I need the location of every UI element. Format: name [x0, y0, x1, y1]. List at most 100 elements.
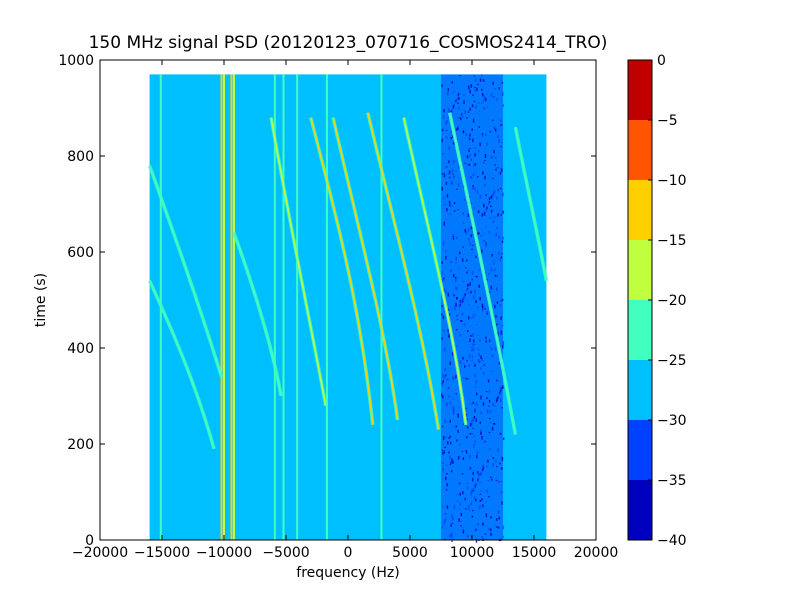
- noise-speck: [457, 429, 459, 434]
- noise-speck: [455, 393, 457, 395]
- noise-speck: [452, 105, 455, 109]
- noise-speck: [490, 93, 493, 97]
- noise-speck: [468, 304, 470, 306]
- colorbar-band: [628, 240, 652, 300]
- noise-speck: [451, 458, 453, 462]
- noise-speck: [461, 320, 463, 322]
- colorbar-band: [628, 180, 652, 240]
- noise-speck: [444, 374, 447, 377]
- noise-speck: [478, 232, 481, 234]
- noise-speck: [478, 284, 480, 288]
- noise-speck: [465, 413, 468, 417]
- noise-speck: [479, 297, 481, 301]
- noise-speck: [452, 460, 454, 464]
- noise-speck: [490, 532, 492, 536]
- noise-speck: [442, 315, 445, 320]
- noise-speck: [452, 410, 455, 415]
- noise-speck: [464, 293, 466, 296]
- noise-speck: [458, 106, 460, 110]
- noise-speck: [446, 194, 449, 198]
- noise-speck: [479, 194, 482, 199]
- noise-speck: [468, 85, 470, 90]
- noise-speck: [458, 305, 461, 308]
- noise-speck: [500, 168, 503, 172]
- noise-speck: [446, 441, 449, 445]
- noise-speck: [499, 462, 501, 465]
- noise-speck: [486, 142, 488, 146]
- noise-speck: [468, 163, 471, 166]
- noise-speck: [450, 269, 452, 272]
- noise-speck: [443, 277, 445, 280]
- noise-speck: [456, 297, 458, 299]
- noise-speck: [490, 370, 493, 372]
- colorbar-tick-label: −10: [657, 173, 687, 189]
- noise-speck: [495, 232, 498, 237]
- noise-speck: [442, 451, 444, 455]
- noise-speck: [478, 352, 480, 357]
- noise-speck: [475, 380, 478, 384]
- noise-speck: [441, 261, 443, 264]
- noise-speck: [441, 172, 444, 175]
- noise-speck: [492, 402, 494, 407]
- noise-speck: [452, 538, 454, 540]
- noise-speck: [486, 489, 488, 493]
- noise-speck: [490, 348, 493, 350]
- noise-speck: [462, 212, 464, 216]
- noise-speck: [482, 504, 485, 508]
- noise-speck: [458, 267, 460, 269]
- noise-speck: [502, 525, 505, 530]
- noise-speck: [498, 516, 500, 520]
- noise-speck: [496, 465, 498, 468]
- noise-speck: [477, 232, 479, 235]
- colorbar-band: [628, 360, 652, 420]
- noise-speck: [457, 413, 459, 418]
- colorbar-band: [628, 60, 652, 120]
- noise-speck: [459, 360, 462, 364]
- noise-speck: [442, 114, 445, 119]
- noise-speck: [469, 147, 471, 150]
- noise-speck: [463, 94, 465, 97]
- noise-speck: [501, 537, 504, 539]
- noise-speck: [469, 422, 472, 427]
- noise-speck: [495, 315, 497, 318]
- y-tick-label: 200: [67, 437, 94, 453]
- noise-speck: [480, 355, 482, 359]
- noise-speck: [448, 200, 451, 205]
- noise-speck: [452, 376, 454, 381]
- noise-speck: [459, 492, 462, 496]
- noise-speck: [467, 508, 470, 511]
- noise-speck: [446, 91, 449, 96]
- noise-speck: [499, 187, 502, 190]
- noise-speck: [461, 450, 464, 453]
- noise-speck: [445, 488, 448, 491]
- noise-speck: [485, 501, 487, 503]
- noise-speck: [501, 386, 503, 389]
- noise-speck: [455, 98, 458, 100]
- noise-speck: [470, 158, 473, 161]
- colorbar-band: [628, 420, 652, 480]
- noise-speck: [481, 133, 484, 135]
- noise-speck: [484, 159, 486, 162]
- noise-speck: [492, 192, 495, 196]
- noise-speck: [472, 471, 475, 476]
- noise-speck: [492, 456, 494, 459]
- noise-speck: [481, 249, 483, 253]
- noise-speck: [495, 349, 497, 351]
- doppler-trace: [367, 112, 440, 430]
- noise-speck: [502, 341, 504, 345]
- noise-speck: [461, 258, 464, 262]
- noise-speck: [483, 233, 485, 236]
- noise-speck: [485, 226, 487, 228]
- noise-speck: [473, 207, 475, 210]
- noise-speck: [474, 79, 477, 82]
- noise-speck: [444, 376, 446, 379]
- noise-speck: [476, 450, 479, 455]
- noise-speck: [473, 100, 476, 103]
- noise-speck: [455, 329, 458, 331]
- noise-speck: [465, 259, 468, 262]
- noise-speck: [468, 149, 470, 152]
- noise-speck: [497, 395, 499, 399]
- noise-speck: [495, 98, 498, 101]
- noise-speck: [479, 421, 482, 424]
